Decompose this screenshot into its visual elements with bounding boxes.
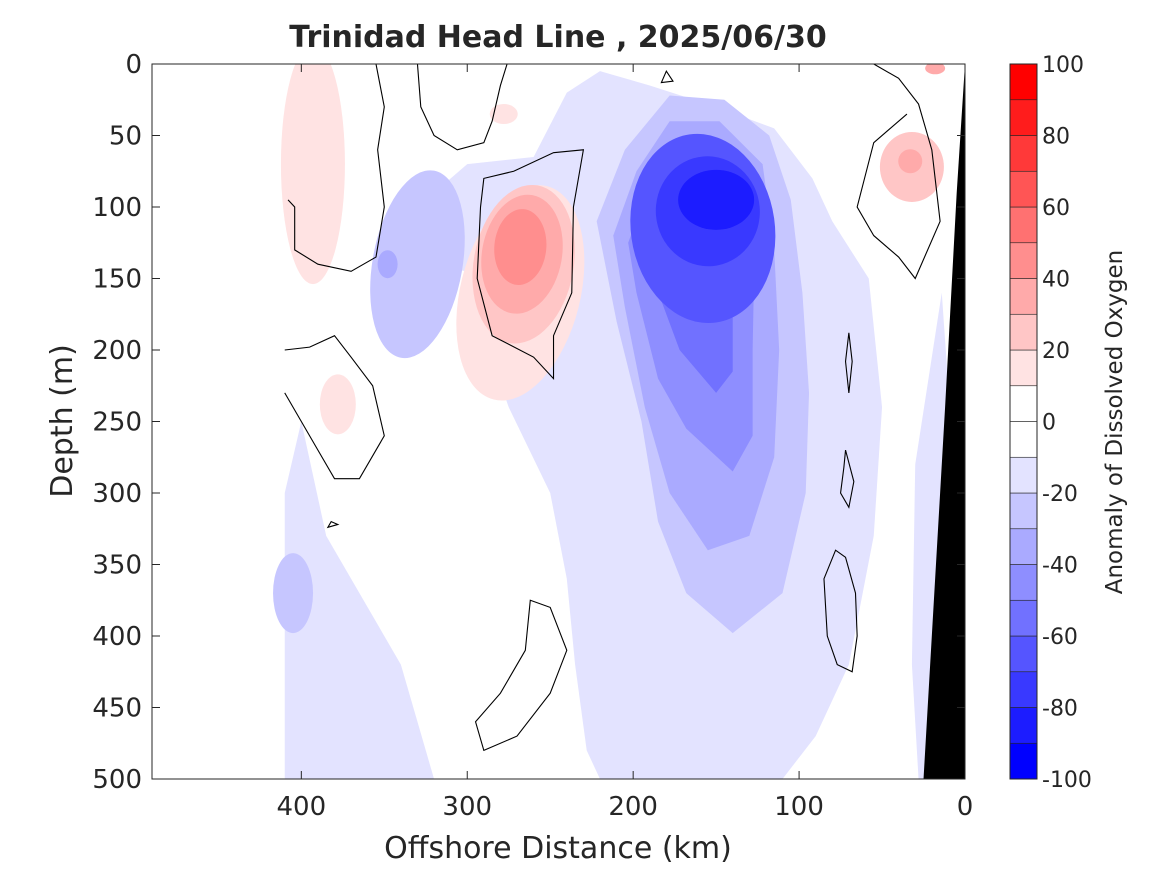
field-plume-80 <box>678 169 755 230</box>
chart-title: Trinidad Head Line , 2025/06/30 <box>289 20 826 55</box>
field-pos-nearshore-core <box>898 149 923 174</box>
colorbar-swatch <box>1009 349 1038 387</box>
colorbar-tick-label: -80 <box>1042 697 1078 722</box>
field-pos-lower-left <box>319 374 356 435</box>
y-tick-label: 50 <box>109 122 142 152</box>
field-negative-lobe-offshore <box>284 421 435 779</box>
contour-deep-left <box>474 599 568 752</box>
field-pos-top-right <box>925 64 946 75</box>
y-tick-label: 200 <box>92 336 142 366</box>
plot-area <box>152 64 965 779</box>
x-tick-label: 200 <box>608 792 658 822</box>
colorbar-swatch <box>1009 707 1038 744</box>
colorbar-swatch <box>1009 63 1038 101</box>
field-pos-small <box>489 104 518 125</box>
colorbar-tick-label: -100 <box>1042 768 1092 793</box>
colorbar-swatch <box>1009 671 1038 708</box>
contour-center-positive <box>476 149 585 381</box>
colorbar-tick-label: 20 <box>1042 339 1070 364</box>
colorbar-swatch <box>1009 421 1038 458</box>
contour-slit-2 <box>839 449 855 509</box>
colorbar-frame <box>1009 63 1038 780</box>
colorbar-tick-label: -40 <box>1042 554 1078 579</box>
y-tick-label: 100 <box>92 193 142 223</box>
y-axis-label: Depth (m) <box>45 344 80 498</box>
contour-top-island <box>660 70 674 84</box>
colorbar-swatch <box>1009 492 1038 530</box>
y-tick-label: 400 <box>92 622 142 652</box>
contour-left-mid <box>284 335 385 480</box>
colorbar-swatch <box>1009 135 1038 172</box>
anomaly-field <box>273 64 952 779</box>
colorbar-tick-label: 40 <box>1042 268 1070 293</box>
field-neg-patch-b <box>377 250 398 279</box>
x-tick-label: 300 <box>442 792 492 822</box>
colorbar-swatch <box>1009 170 1038 208</box>
field-pos-core-40 <box>494 209 547 285</box>
x-tick-label: 0 <box>957 792 974 822</box>
y-tick-label: 300 <box>92 479 142 509</box>
colorbar-swatch <box>1009 456 1038 494</box>
colorbar-swatch <box>1009 278 1038 315</box>
x-axis-label: Offshore Distance (km) <box>384 831 732 866</box>
bathymetry-mask <box>923 64 965 779</box>
colorbar-swatch <box>1009 599 1038 637</box>
contour-nearshore <box>856 64 941 280</box>
y-tick-label: 450 <box>92 694 142 724</box>
colorbar-tick-label: -20 <box>1042 482 1078 507</box>
x-axis: 400 300 200 100 0 <box>277 64 974 822</box>
zero-contour-lines <box>284 64 941 752</box>
contour-deep-right <box>823 549 858 673</box>
colorbar-tick-label: 60 <box>1042 196 1070 221</box>
field-neg-patch-c <box>273 553 314 634</box>
colorbar-swatch <box>1009 99 1038 136</box>
contour-top-left <box>287 64 385 272</box>
colorbar-swatch <box>1009 206 1038 244</box>
y-tick-label: 500 <box>92 765 142 795</box>
colorbar-tick-label: -60 <box>1042 625 1078 650</box>
colorbar-swatch <box>1009 564 1038 601</box>
field-neg-patch-a <box>370 170 465 359</box>
colorbar-swatch <box>1009 635 1038 673</box>
y-axis: 0 50 100 150 200 250 300 350 400 450 500 <box>92 50 965 795</box>
x-tick-label: 400 <box>277 792 327 822</box>
colorbar-swatch <box>1009 313 1038 351</box>
colorbar-swatch <box>1009 528 1038 565</box>
colorbar-tick-label: 100 <box>1042 53 1084 78</box>
y-tick-label: 350 <box>92 551 142 581</box>
colorbar-swatch <box>1009 385 1038 422</box>
colorbar: 100 80 60 40 20 0 -20 -40 -60 -80 -100 <box>1009 53 1092 793</box>
y-tick-label: 150 <box>92 265 142 295</box>
colorbar-label: Anomaly of Dissolved Oxygen <box>1102 250 1128 595</box>
y-tick-label: 250 <box>92 408 142 438</box>
colorbar-swatch <box>1009 742 1038 780</box>
contour-dot <box>326 520 340 529</box>
x-tick-label: 100 <box>774 792 824 822</box>
colorbar-tick-label: 80 <box>1042 125 1070 150</box>
contour-upper-band <box>416 64 508 151</box>
field-pos-upper-left <box>280 64 345 285</box>
y-tick-label: 0 <box>125 50 142 80</box>
colorbar-tick-label: 0 <box>1042 411 1056 436</box>
colorbar-swatch <box>1009 242 1038 279</box>
contour-slit <box>844 332 853 393</box>
